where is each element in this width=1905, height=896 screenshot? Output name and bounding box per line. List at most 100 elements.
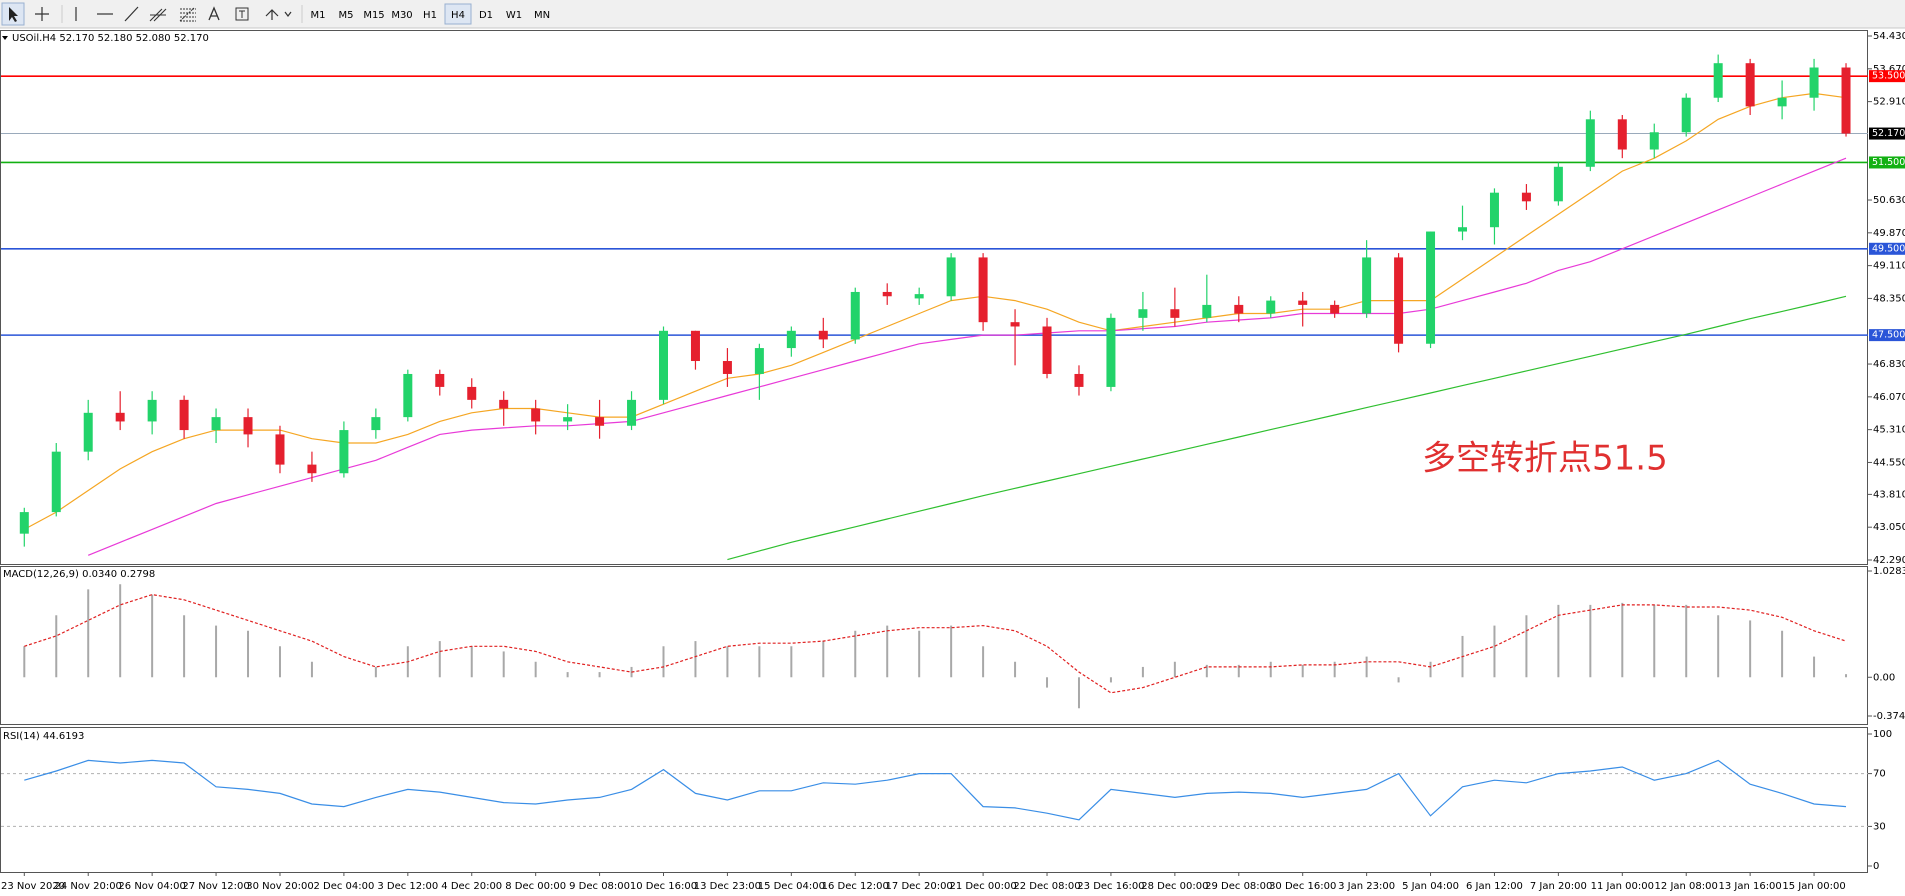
x-tick-label: 17 Dec 20:00 (886, 881, 953, 892)
level-label-bg (1869, 156, 1905, 169)
candle-body (371, 417, 381, 431)
timeframe-button[interactable]: M5 (339, 10, 354, 21)
candle-body (275, 434, 285, 465)
text-tool[interactable] (208, 6, 220, 21)
timeframe-button[interactable]: M30 (391, 10, 412, 21)
candle-body (978, 257, 988, 323)
candle-body (1777, 97, 1787, 107)
candle-body (1745, 63, 1755, 107)
toolbar (0, 0, 1905, 29)
timeframe-button[interactable]: H4 (451, 10, 465, 21)
candle-body (1489, 192, 1499, 228)
y-tick-label: 43.810 (1873, 489, 1905, 500)
y-tick-label: 46.070 (1873, 392, 1905, 403)
x-tick-label: 24 Nov 20:00 (55, 881, 122, 892)
toolbar-bg (0, 0, 1905, 28)
x-tick-label: 15 Dec 04:00 (758, 881, 825, 892)
timeframe-button[interactable]: M15 (363, 10, 384, 21)
x-tick-label: 29 Dec 08:00 (1205, 881, 1272, 892)
moving-average (24, 92, 1847, 530)
y-tick-label: 1.0283 (1873, 566, 1905, 577)
candle-body (1585, 119, 1595, 167)
label-tool[interactable] (235, 7, 249, 21)
level-label: 53.500 (1872, 71, 1905, 82)
x-tick-label: 26 Nov 04:00 (118, 881, 185, 892)
timeframe-button[interactable]: M1 (311, 10, 326, 21)
rsi-title: RSI(14) 44.6193 (3, 731, 84, 742)
timeframe-button[interactable]: D1 (479, 10, 493, 21)
shapes-tool[interactable] (265, 9, 292, 20)
x-tick-label: 2 Dec 04:00 (313, 881, 374, 892)
candle-body (627, 399, 637, 426)
x-tick-label: 11 Jan 00:00 (1591, 881, 1654, 892)
candle-body (1298, 300, 1308, 305)
chart-title: USOil.H4 52.170 52.180 52.080 52.170 (12, 33, 209, 44)
x-tick-label: 21 Dec 00:00 (949, 881, 1016, 892)
x-tick-label: 15 Jan 00:00 (1782, 881, 1845, 892)
y-tick-label: 46.830 (1873, 359, 1905, 370)
candle-body (563, 417, 573, 422)
timeframe-button[interactable]: H1 (423, 10, 437, 21)
candle-body (1841, 67, 1851, 134)
candle-body (1713, 63, 1723, 98)
level-label-bg (1869, 70, 1905, 83)
candle-body (1362, 257, 1372, 314)
candle-body (19, 512, 29, 534)
y-tick-label: 100 (1873, 729, 1892, 740)
y-tick-label: 42.290 (1873, 555, 1905, 566)
x-tick-label: 6 Jan 12:00 (1466, 881, 1523, 892)
timeframe-selected (444, 3, 472, 25)
candle-body (786, 330, 796, 349)
crosshair-tool[interactable] (35, 7, 49, 21)
moving-average (87, 157, 1847, 556)
candle-body (1138, 309, 1148, 318)
candle-body (1426, 231, 1436, 344)
y-tick-label: 53.670 (1873, 64, 1905, 75)
timeframe-button[interactable]: MN (534, 10, 550, 21)
x-tick-label: 4 Dec 20:00 (441, 881, 502, 892)
candle-body (1266, 300, 1276, 314)
x-tick-label: 28 Dec 00:00 (1141, 881, 1208, 892)
y-tick-label: 45.310 (1873, 425, 1905, 436)
candle-body (83, 412, 93, 452)
x-tick-label: 12 Jan 08:00 (1655, 881, 1718, 892)
candle-body (1234, 304, 1244, 314)
trendline-tool[interactable] (124, 6, 139, 22)
y-tick-label: 48.350 (1873, 293, 1905, 304)
y-tick-label: 49.870 (1873, 228, 1905, 239)
candle-body (339, 430, 349, 474)
candle-body (243, 417, 253, 435)
x-tick-label: 22 Dec 08:00 (1013, 881, 1080, 892)
level-label: 49.500 (1872, 243, 1905, 254)
channel-tool[interactable] (149, 8, 167, 22)
level-label: 52.170 (1872, 128, 1905, 139)
candle-body (690, 330, 700, 362)
level-label: 51.500 (1872, 157, 1905, 168)
candle-body (1553, 166, 1563, 202)
y-tick-label: 49.110 (1873, 261, 1905, 272)
candle-body (1170, 309, 1180, 318)
y-tick-label: 50.630 (1873, 195, 1905, 206)
y-tick-label: 0.00 (1873, 672, 1895, 683)
y-tick-label: 44.550 (1873, 457, 1905, 468)
y-tick-label: 43.050 (1873, 522, 1905, 533)
fibo-tool[interactable] (179, 7, 196, 22)
candle-body (1458, 227, 1467, 232)
level-label-bg (1869, 242, 1905, 255)
level-label: 47.500 (1872, 330, 1905, 341)
candle-body (882, 291, 892, 297)
x-tick-label: 3 Jan 23:00 (1338, 881, 1395, 892)
x-tick-label: 3 Dec 12:00 (377, 881, 438, 892)
macd-panel (0, 566, 1868, 725)
x-tick-label: 16 Dec 12:00 (822, 881, 889, 892)
level-label-bg (1869, 329, 1905, 342)
candle-body (307, 464, 317, 474)
symbol-menu[interactable] (2, 36, 8, 40)
candle-body (595, 417, 605, 426)
candle-body (115, 412, 125, 422)
y-tick-label: 52.910 (1873, 97, 1905, 108)
candle-body (499, 399, 509, 409)
timeframe-button[interactable]: W1 (506, 10, 522, 21)
level-label-bg (1869, 127, 1905, 140)
